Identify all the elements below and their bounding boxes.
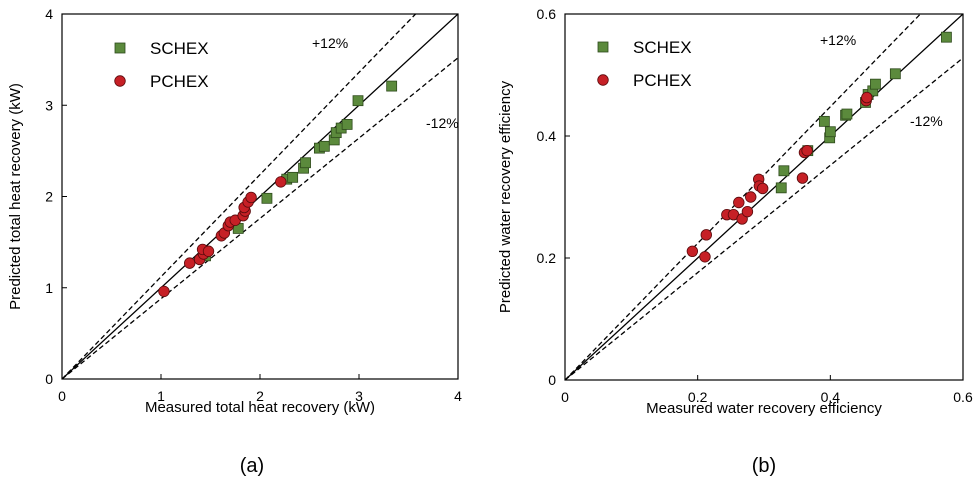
data-point-schex — [287, 171, 299, 183]
data-point-pchex — [801, 144, 813, 157]
data-point-schex — [300, 157, 311, 169]
upper-bound-line — [565, 14, 922, 380]
data-point-pchex — [158, 285, 170, 298]
lower-bound-label: -12% — [426, 115, 459, 131]
data-point-pchex — [686, 245, 699, 257]
data-point-pchex — [745, 191, 757, 203]
data-point-schex — [318, 140, 330, 152]
x-tick-label: 0.2 — [688, 389, 708, 405]
data-point-pchex — [796, 172, 809, 184]
chart-panel-a: 0 1 2 3 4 0 1 2 3 4 Measured total heat recovery (… — [7, 6, 462, 477]
plot-frame — [564, 13, 964, 381]
x-tick-label: 0 — [561, 389, 569, 405]
reference-lines — [565, 14, 963, 380]
data-point-pchex — [861, 91, 873, 104]
data-point-schex — [775, 182, 787, 194]
y-tick-label: 4 — [45, 6, 53, 22]
legend-entry-pchex: PCHEX — [597, 71, 692, 90]
reference-lines — [62, 14, 458, 379]
x-tick-label: 3 — [355, 388, 363, 404]
data-point-pchex — [699, 251, 711, 263]
legend-entry-schex: SCHEX — [114, 39, 209, 58]
legend-label: PCHEX — [633, 71, 692, 90]
legend-entry-pchex: PCHEX — [114, 72, 209, 91]
data-point-pchex — [245, 191, 257, 204]
data-point-schex — [261, 192, 273, 204]
x-axis-label: Measured water recovery efficiency — [646, 400, 882, 417]
data-point-schex — [889, 68, 901, 80]
y-tick-label: 0.6 — [537, 6, 557, 22]
panel-caption: (b) — [752, 455, 776, 477]
data-point-schex — [818, 115, 830, 127]
y-tick-label: 3 — [45, 97, 53, 113]
data-point-pchex — [184, 257, 196, 269]
data-point-schex — [386, 80, 398, 92]
data-point-pchex — [756, 182, 769, 195]
data-point-pchex — [202, 245, 215, 257]
x-tick-label: 0.6 — [953, 389, 973, 405]
legend-marker-schex — [114, 42, 126, 54]
lower-bound-line — [62, 56, 458, 379]
x-tick-label: 0 — [58, 388, 66, 404]
perfect-agreement-line — [565, 14, 963, 380]
x-tick-label: 4 — [454, 388, 462, 404]
x-tick-label: 2 — [256, 388, 264, 404]
data-point-pchex — [275, 176, 287, 188]
data-point-schex — [341, 119, 353, 130]
perfect-agreement-line — [62, 14, 458, 379]
y-tick-label: 0 — [45, 371, 53, 387]
chart-panel-b: 0 0.2 0.4 0.6 0 0.2 0.4 0.6 Measured water recov… — [497, 6, 973, 477]
data-point-schex — [352, 95, 364, 107]
x-tick-label: 1 — [157, 388, 165, 404]
y-tick-label: 0 — [548, 372, 556, 388]
data-point-pchex — [733, 196, 745, 209]
legend-marker-pchex — [114, 75, 126, 87]
panel-caption: (a) — [240, 455, 264, 477]
y-axis-label: Predicted total heat recovery (kW) — [7, 83, 24, 310]
legend-label: SCHEX — [633, 38, 692, 57]
data-point-schex — [941, 31, 952, 43]
y-tick-label: 0.2 — [537, 250, 557, 266]
data-point-schex — [841, 108, 853, 120]
upper-bound-label: +12% — [312, 35, 348, 51]
data-point-pchex — [700, 229, 712, 241]
series-pchex — [158, 176, 287, 298]
legend-label: PCHEX — [150, 72, 209, 91]
legend-entry-schex: SCHEX — [597, 38, 692, 57]
y-tick-label: 1 — [45, 280, 53, 296]
x-tick-label: 0.4 — [821, 389, 841, 405]
legend-label: SCHEX — [150, 39, 209, 58]
upper-bound-label: +12% — [820, 32, 856, 48]
legend-marker-schex — [597, 41, 609, 53]
lower-bound-line — [565, 57, 963, 380]
data-point-schex — [824, 126, 836, 138]
legend-marker-pchex — [597, 74, 609, 86]
data-point-schex — [870, 78, 881, 90]
y-axis-label: Predicted water recovery efficiency — [497, 80, 514, 313]
y-tick-label: 0.4 — [537, 128, 557, 144]
y-tick-label: 2 — [45, 189, 53, 205]
lower-bound-label: -12% — [910, 113, 943, 129]
data-point-schex — [778, 165, 790, 177]
data-point-pchex — [741, 205, 754, 218]
series-pchex — [686, 91, 873, 263]
x-axis-label: Measured total heat recovery (kW) — [145, 399, 375, 416]
upper-bound-line — [62, 14, 417, 379]
